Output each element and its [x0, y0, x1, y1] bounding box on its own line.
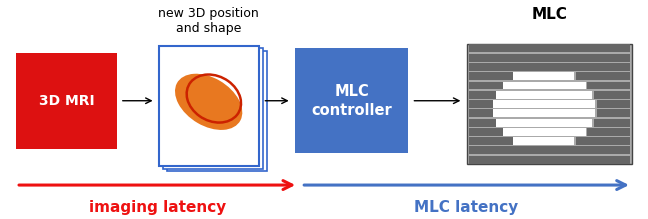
Bar — [597, 100, 630, 108]
Bar — [469, 54, 630, 62]
Text: MLC: MLC — [531, 7, 568, 21]
Bar — [469, 146, 630, 154]
Bar — [594, 118, 630, 127]
Bar — [469, 44, 630, 52]
Bar — [467, 44, 632, 164]
Bar — [469, 109, 493, 117]
Bar — [159, 46, 259, 166]
Bar — [469, 137, 513, 145]
Text: new 3D position
and shape: new 3D position and shape — [158, 7, 259, 35]
Bar — [167, 51, 267, 171]
Ellipse shape — [175, 74, 242, 130]
Bar — [469, 128, 503, 136]
Bar — [594, 91, 630, 99]
Bar — [496, 118, 592, 127]
Bar — [588, 128, 630, 136]
Bar — [503, 128, 586, 136]
Bar — [469, 156, 630, 164]
Bar — [588, 81, 630, 90]
Bar — [503, 81, 586, 90]
Bar — [469, 91, 496, 99]
Bar — [576, 137, 630, 145]
Text: MLC
controller: MLC controller — [311, 84, 392, 118]
Bar — [576, 72, 630, 80]
Bar — [513, 137, 574, 145]
Bar — [163, 48, 263, 169]
Bar — [469, 118, 496, 127]
Bar — [493, 109, 596, 117]
Bar — [469, 100, 493, 108]
Bar — [295, 48, 408, 153]
Bar — [469, 63, 630, 71]
Text: imaging latency: imaging latency — [89, 200, 226, 215]
Bar — [597, 109, 630, 117]
Bar — [469, 81, 503, 90]
Text: MLC latency: MLC latency — [415, 200, 518, 215]
Bar — [16, 53, 117, 149]
Bar — [469, 72, 513, 80]
Bar — [513, 72, 574, 80]
Bar — [496, 91, 592, 99]
Bar — [493, 100, 596, 108]
Text: 3D MRI: 3D MRI — [39, 94, 94, 108]
